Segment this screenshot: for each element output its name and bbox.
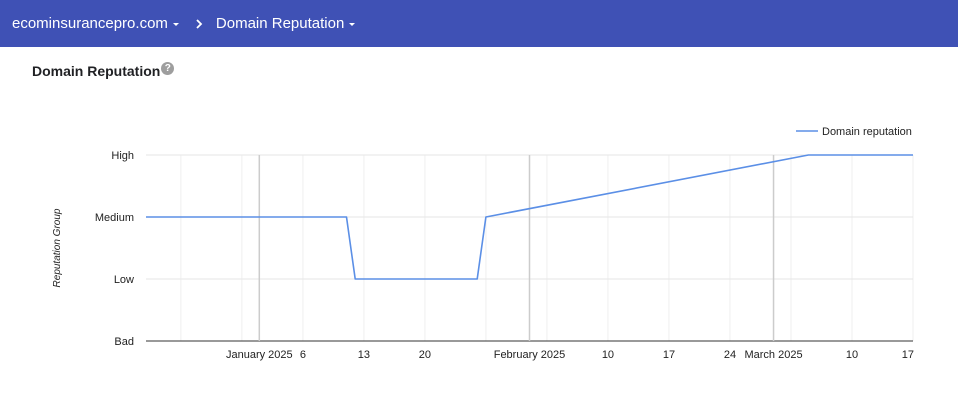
x-tick-label: 20 xyxy=(419,349,431,361)
x-tick-label: 10 xyxy=(846,349,858,361)
x-tick-label: January 2025 xyxy=(226,349,293,361)
y-tick-label: Low xyxy=(114,274,134,286)
panel-header: Domain Reputation ? xyxy=(32,61,175,79)
dropdown-caret-icon xyxy=(349,22,356,26)
x-tick-label: 10 xyxy=(602,349,614,361)
x-tick-label: March 2025 xyxy=(744,349,802,361)
x-tick-label: 17 xyxy=(902,349,914,361)
y-axis-title: Reputation Group xyxy=(52,208,63,287)
domain-selector[interactable]: ecominsurancepro.com xyxy=(12,15,179,32)
x-tick-label: 17 xyxy=(663,349,675,361)
legend-label: Domain reputation xyxy=(822,126,912,138)
dropdown-caret-icon xyxy=(172,22,179,26)
x-tick-label: February 2025 xyxy=(494,349,566,361)
page-selector-label: Domain Reputation xyxy=(215,15,345,32)
x-tick-label: 24 xyxy=(724,349,736,361)
series-line xyxy=(146,154,913,280)
help-icon[interactable]: ? xyxy=(161,61,175,75)
top-app-bar: ecominsurancepro.com Domain Reputation xyxy=(0,0,958,47)
x-tick-label: 6 xyxy=(300,349,306,361)
domain-selector-label: ecominsurancepro.com xyxy=(12,15,168,32)
page-selector[interactable]: Domain Reputation xyxy=(215,15,356,32)
y-tick-label: High xyxy=(111,150,134,162)
y-tick-label: Bad xyxy=(114,336,134,348)
x-tick-label: 13 xyxy=(358,349,370,361)
chevron-right-icon xyxy=(195,18,203,30)
panel-title: Domain Reputation xyxy=(32,63,161,79)
y-tick-label: Medium xyxy=(95,212,134,224)
